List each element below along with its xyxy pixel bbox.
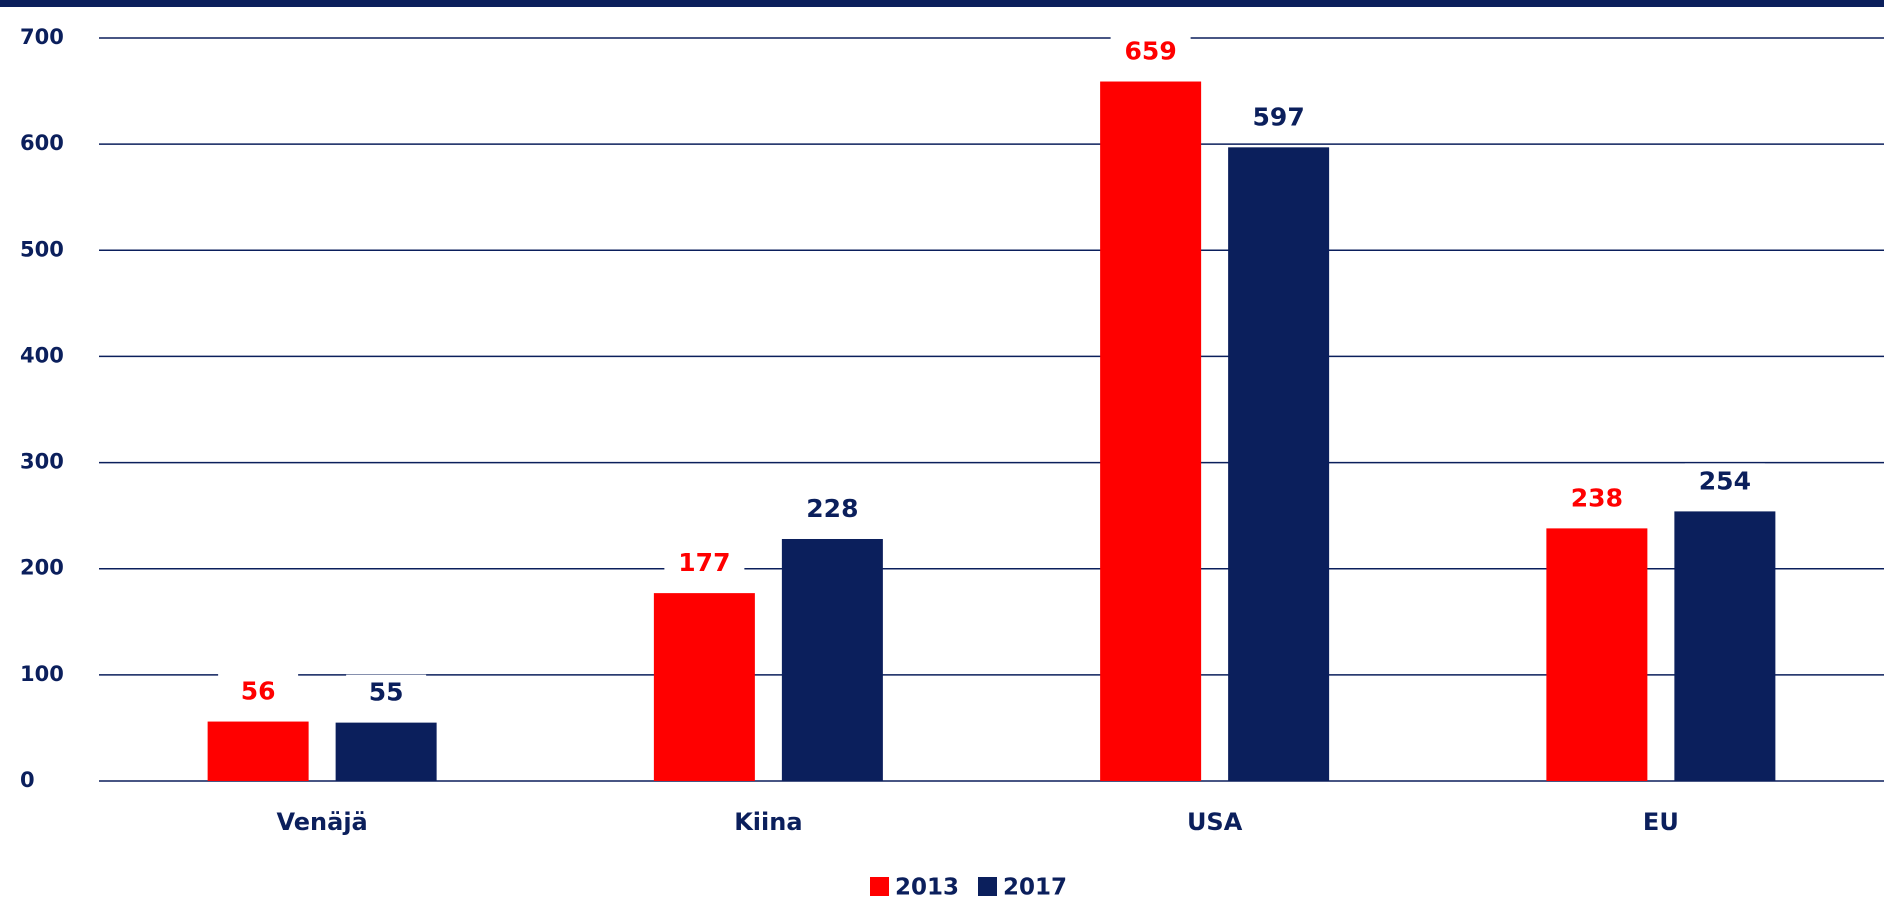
bar: [653, 593, 755, 781]
y-tick-label: 0: [20, 768, 35, 792]
legend-swatch: [870, 877, 889, 896]
data-label: 659: [1125, 37, 1177, 66]
y-tick-label: 500: [20, 237, 64, 261]
label-bg: [1238, 99, 1319, 136]
data-label: 55: [369, 678, 404, 707]
label-bg: [664, 545, 745, 582]
label-bg: [1556, 480, 1637, 517]
bar: [335, 722, 437, 781]
data-label: 177: [678, 548, 730, 577]
data-label: 238: [1571, 483, 1623, 512]
x-tick-label: EU: [1643, 808, 1679, 836]
bar: [781, 538, 883, 781]
y-tick-label: 600: [20, 131, 64, 155]
legend-label: 2017: [1003, 875, 1067, 899]
top-bar: [0, 0, 1884, 7]
data-label: 597: [1253, 102, 1305, 131]
x-tick-label: Kiina: [734, 808, 802, 836]
bar: [1228, 147, 1330, 781]
bar: [1674, 511, 1776, 781]
legend-swatch: [978, 877, 997, 896]
x-tick-label: Venäjä: [277, 808, 368, 836]
label-bg: [346, 674, 427, 711]
bar: [1546, 528, 1648, 781]
bar: [207, 721, 309, 781]
y-tick-label: 700: [20, 25, 64, 49]
label-bg: [792, 490, 873, 527]
label-bg: [1110, 33, 1191, 70]
y-tick-label: 100: [20, 662, 64, 686]
y-tick-label: 300: [20, 450, 64, 474]
label-bg: [1684, 463, 1765, 500]
data-label: 254: [1699, 466, 1751, 495]
y-tick-label: 400: [20, 343, 64, 367]
data-label: 228: [806, 494, 858, 523]
y-tick-label: 200: [20, 556, 64, 580]
x-tick-label: USA: [1187, 808, 1243, 836]
bar: [1100, 81, 1202, 782]
data-label: 56: [241, 677, 276, 706]
legend-label: 2013: [895, 875, 959, 899]
label-bg: [218, 673, 299, 710]
